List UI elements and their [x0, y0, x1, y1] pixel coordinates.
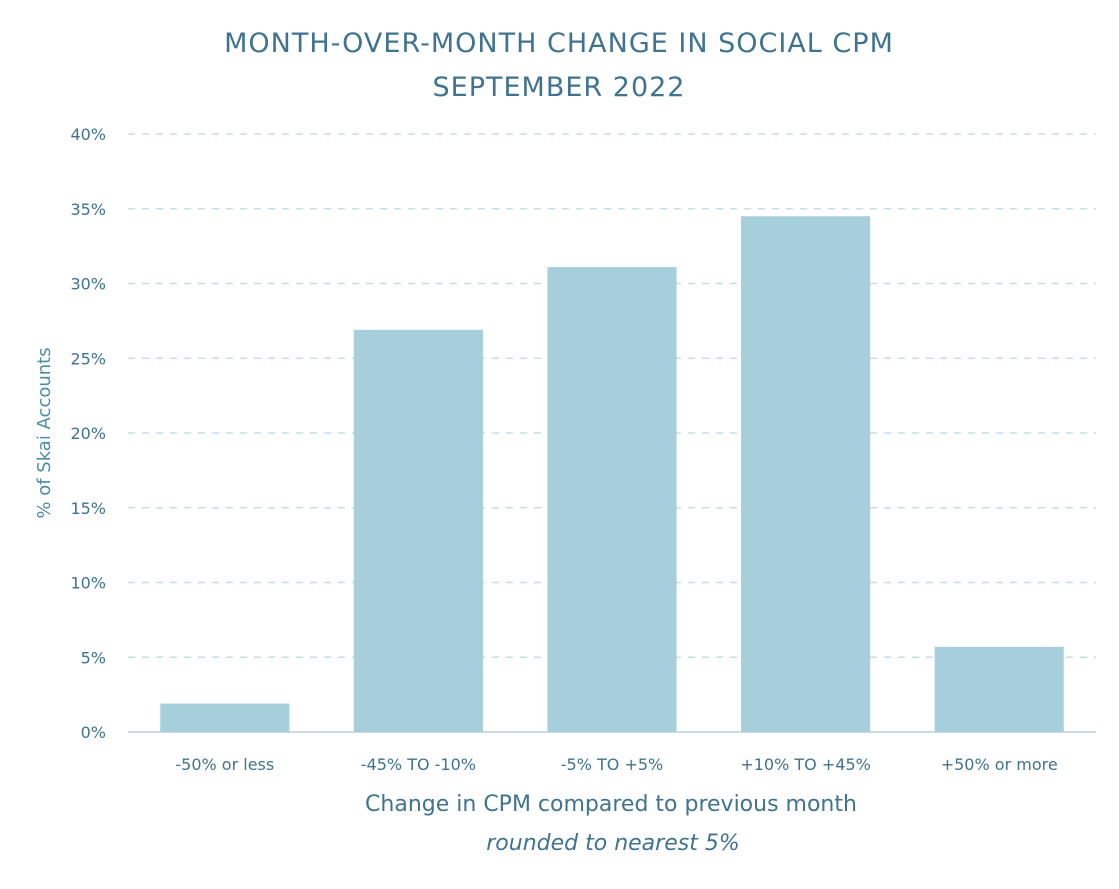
bar: [160, 703, 290, 732]
y-axis-ticks: 0% 5% 10% 15% 20% 25% 30% 35% 40%: [70, 125, 106, 742]
chart-title: MONTH-OVER-MONTH CHANGE IN SOCIAL CPM: [224, 28, 894, 59]
x-axis-categories: -50% or less -45% TO -10% -5% TO +5% +10% T…: [175, 755, 1057, 774]
x-category-label: -5% TO +5%: [561, 755, 663, 774]
chart-subtitle: SEPTEMBER 2022: [433, 72, 686, 103]
y-tick-label: 25%: [70, 349, 106, 368]
x-category-label: -45% TO -10%: [361, 755, 476, 774]
x-category-label: +50% or more: [941, 755, 1058, 774]
bar: [741, 216, 871, 733]
bar: [353, 329, 483, 732]
bar: [547, 267, 677, 732]
x-category-label: -50% or less: [175, 755, 274, 774]
y-tick-label: 40%: [70, 125, 106, 144]
x-category-label: +10% TO +45%: [740, 755, 870, 774]
bar: [934, 646, 1064, 732]
y-tick-label: 20%: [70, 424, 106, 443]
y-tick-label: 10%: [70, 574, 106, 593]
x-axis-label: Change in CPM compared to previous month: [365, 792, 857, 817]
y-tick-label: 0%: [81, 723, 106, 742]
y-tick-label: 15%: [70, 499, 106, 518]
bars: [160, 216, 1064, 733]
y-tick-label: 5%: [81, 648, 106, 667]
y-axis-label: % of Skai Accounts: [34, 347, 55, 518]
x-axis-sublabel: rounded to nearest 5%: [486, 831, 739, 856]
y-tick-label: 30%: [70, 275, 106, 294]
y-tick-label: 35%: [70, 200, 106, 219]
